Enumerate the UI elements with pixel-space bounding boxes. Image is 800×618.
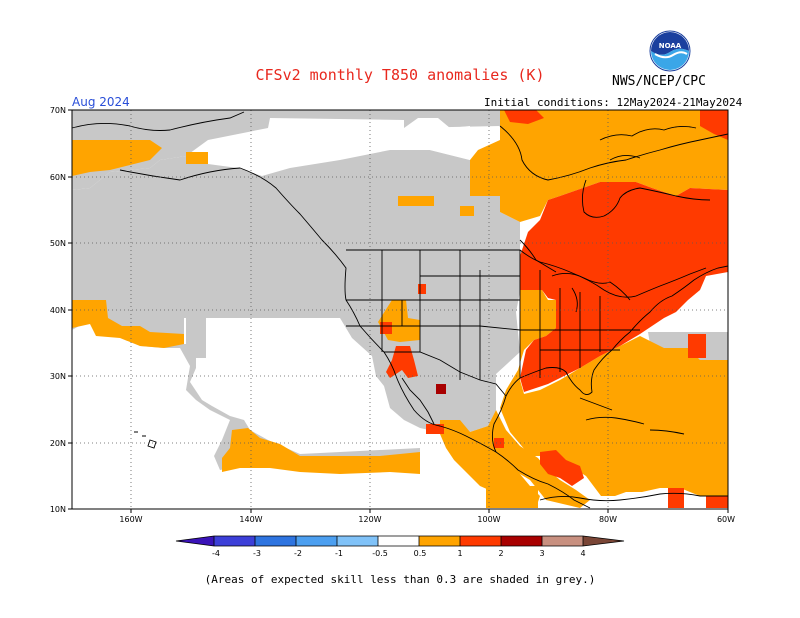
colorbar-label-minus3: -3 <box>253 549 261 558</box>
lat-label-40n: 40N <box>50 306 66 315</box>
lat-label-50n: 50N <box>50 239 66 248</box>
anomaly-1-to-2 <box>380 110 728 508</box>
lon-label-120w: 120W <box>358 515 381 524</box>
colorbar: -4 -3 -2 -1 -0.5 0.5 1 2 3 4 <box>175 535 625 558</box>
lat-label-30n: 30N <box>50 372 66 381</box>
colorbar-label-minus4: -4 <box>212 549 220 558</box>
colorbar-label-4: 4 <box>580 549 585 558</box>
graticule <box>72 110 728 509</box>
colorbar-label-3: 3 <box>539 549 544 558</box>
forecast-period: Aug 2024 <box>72 95 130 109</box>
colorbar-label-minus0-5: -0.5 <box>372 549 388 558</box>
colorbar-swatch-1-2 <box>460 536 501 546</box>
lat-label-10n: 10N <box>50 505 66 514</box>
colorbar-swatch-neutral <box>378 536 419 546</box>
chart-title: CFSv2 monthly T850 anomalies (K) <box>255 66 545 84</box>
colorbar-label-0-5: 0.5 <box>414 549 427 558</box>
lon-label-60w: 60W <box>717 515 735 524</box>
noaa-logo: NOAA <box>649 30 691 72</box>
lat-label-20n: 20N <box>50 439 66 448</box>
colorbar-swatch-minus2-minus1 <box>296 536 337 546</box>
anomaly-0-5-to-1 <box>72 110 728 508</box>
anomaly-fields <box>72 110 728 508</box>
colorbar-swatch-below-minus4 <box>176 536 214 546</box>
initial-conditions: Initial conditions: 12May2024-21May2024 <box>484 96 743 109</box>
organization-label: NWS/NCEP/CPC <box>612 74 706 89</box>
colorbar-label-1: 1 <box>457 549 462 558</box>
svg-text:NOAA: NOAA <box>659 42 682 50</box>
lon-label-100w: 100W <box>477 515 500 524</box>
colorbar-swatch-minus3-minus2 <box>255 536 296 546</box>
colorbar-swatch-above-4 <box>583 536 624 546</box>
coastlines-and-borders <box>71 111 729 509</box>
anomaly-2-to-3 <box>436 384 446 394</box>
lat-label-60n: 60N <box>50 173 66 182</box>
lon-label-80w: 80W <box>599 515 617 524</box>
lat-label-70n: 70N <box>50 106 66 115</box>
lon-label-160w: 160W <box>119 515 142 524</box>
colorbar-swatch-minus4-minus3 <box>214 536 255 546</box>
lon-label-140w: 140W <box>239 515 262 524</box>
colorbar-swatch-3-4 <box>542 536 583 546</box>
footnote: (Areas of expected skill less than 0.3 a… <box>204 573 596 586</box>
colorbar-swatch-minus1-minus0-5 <box>337 536 378 546</box>
colorbar-swatch-0-5-1 <box>419 536 460 546</box>
colorbar-label-minus1: -1 <box>335 549 343 558</box>
colorbar-label-minus2: -2 <box>294 549 302 558</box>
colorbar-swatch-2-3 <box>501 536 542 546</box>
colorbar-label-2: 2 <box>498 549 503 558</box>
